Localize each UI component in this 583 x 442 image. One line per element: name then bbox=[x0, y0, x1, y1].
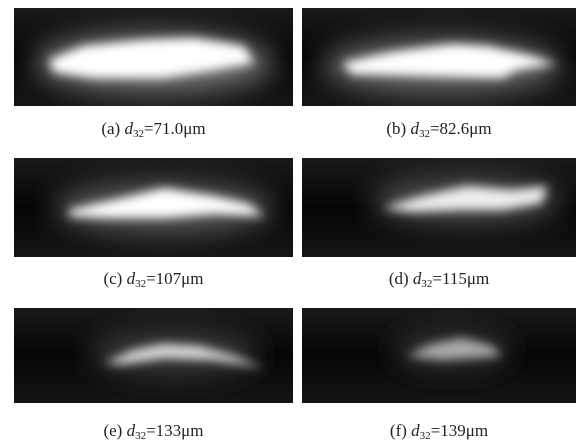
caption-part: =82.6μm bbox=[430, 119, 492, 138]
caption-part: d bbox=[127, 421, 136, 440]
caption: (b) d32=82.6μm bbox=[302, 119, 576, 139]
caption-part: 32 bbox=[419, 128, 430, 140]
caption-part: (f) bbox=[390, 421, 407, 440]
caption-part: (d) bbox=[389, 269, 409, 288]
panel: (f) d32=139μm bbox=[302, 308, 576, 403]
spray-image bbox=[14, 308, 293, 403]
panel: (d) d32=115μm bbox=[302, 158, 576, 257]
caption-part: (a) bbox=[101, 119, 120, 138]
spray-image bbox=[302, 8, 576, 106]
spray-image bbox=[14, 8, 293, 106]
spray-image bbox=[14, 158, 293, 257]
caption-part: d bbox=[127, 269, 136, 288]
caption-part: (c) bbox=[103, 269, 122, 288]
caption-part: d bbox=[124, 119, 133, 138]
caption: (a) d32=71.0μm bbox=[14, 119, 293, 139]
panel: (b) d32=82.6μm bbox=[302, 8, 576, 106]
caption-part: 32 bbox=[135, 430, 146, 442]
caption-part: =115μm bbox=[432, 269, 489, 288]
caption-part: 32 bbox=[420, 430, 431, 442]
caption-part: (e) bbox=[103, 421, 122, 440]
panel: (a) d32=71.0μm bbox=[14, 8, 293, 106]
caption-part: =71.0μm bbox=[144, 119, 206, 138]
page: (a) d32=71.0μm (b) d32=82.6μm (c) d32=10… bbox=[0, 0, 583, 441]
caption-part: =133μm bbox=[146, 421, 203, 440]
caption: (f) d32=139μm bbox=[302, 421, 576, 441]
caption-part: 32 bbox=[135, 278, 146, 290]
caption-part: =139μm bbox=[431, 421, 488, 440]
caption-part: (b) bbox=[386, 119, 406, 138]
caption-part: 32 bbox=[133, 128, 144, 140]
spray-image bbox=[302, 308, 576, 403]
panel: (c) d32=107μm bbox=[14, 158, 293, 257]
caption-part: d bbox=[411, 421, 420, 440]
caption: (c) d32=107μm bbox=[14, 269, 293, 289]
caption-part: d bbox=[410, 119, 419, 138]
spray-image bbox=[302, 158, 576, 257]
caption: (e) d32=133μm bbox=[14, 421, 293, 441]
caption-part: 32 bbox=[421, 278, 432, 290]
caption-part: =107μm bbox=[146, 269, 203, 288]
panel: (e) d32=133μm bbox=[14, 308, 293, 403]
caption: (d) d32=115μm bbox=[302, 269, 576, 289]
